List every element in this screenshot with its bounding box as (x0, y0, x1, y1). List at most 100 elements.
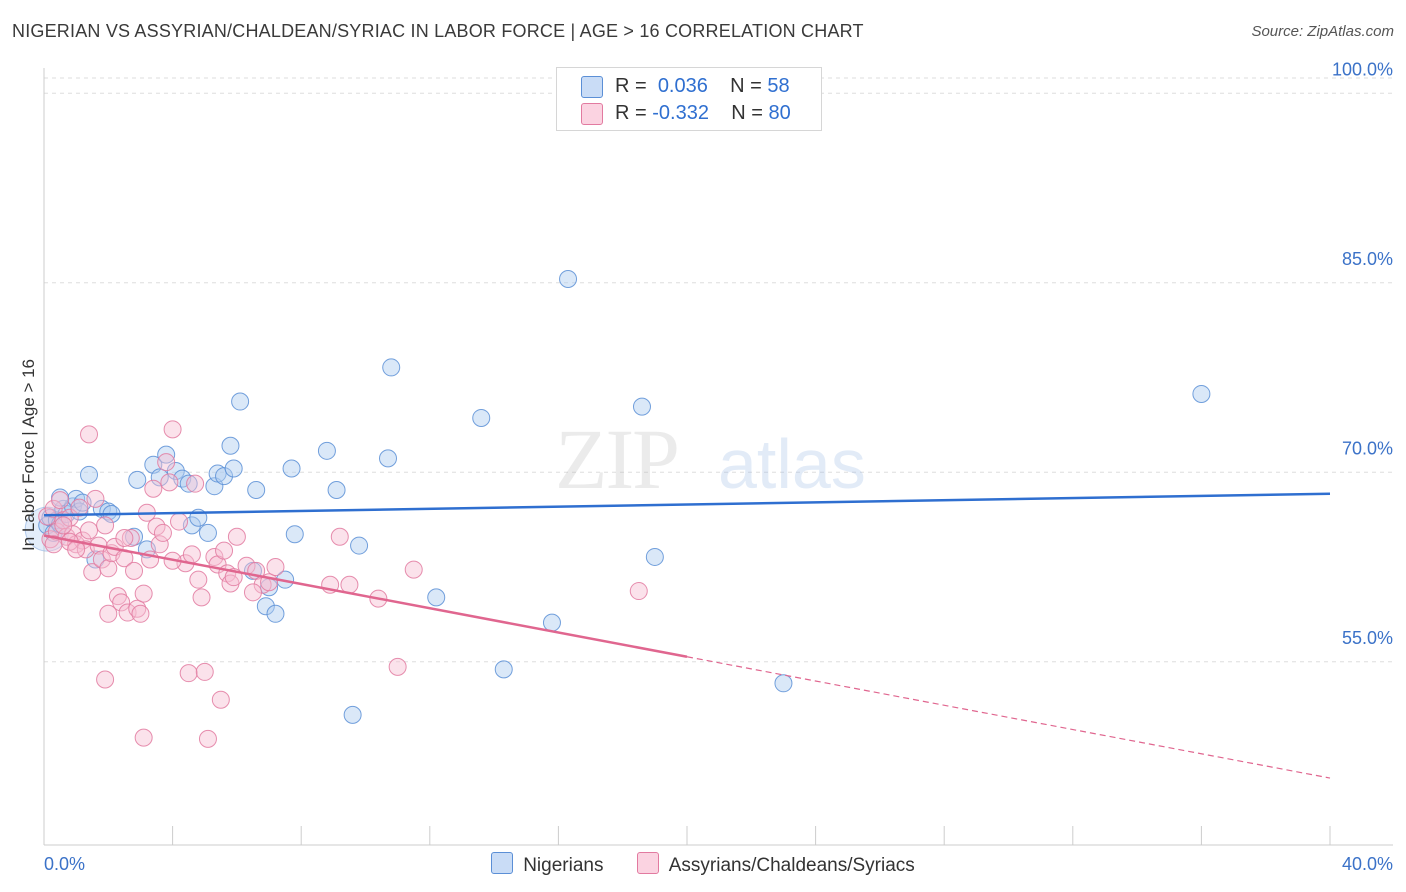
point-nigerian (179, 474, 198, 493)
point-assyrian (179, 664, 198, 683)
point-assyrian (157, 453, 176, 472)
point-assyrian (163, 420, 182, 439)
point-nigerian (774, 674, 793, 693)
legend-swatch-blue (491, 852, 514, 874)
point-assyrian (96, 516, 115, 535)
y-axis-title: In Labor Force | Age > 16 (19, 359, 38, 551)
legend-r-label: R = (615, 75, 647, 97)
point-assyrian (115, 528, 134, 547)
tick-labels: 55.0% 70.0% 85.0% 100.0% 0.0% 40.0% (44, 59, 1393, 874)
point-assyrian (170, 512, 189, 531)
point-assyrian (330, 527, 349, 546)
point-assyrian (266, 558, 285, 577)
chart-title: NIGERIAN VS ASSYRIAN/CHALDEAN/SYRIAC IN … (12, 21, 864, 41)
point-nigerian (224, 459, 243, 478)
point-assyrian (150, 535, 169, 554)
point-nigerian (128, 470, 147, 489)
legend-swatch-pink (581, 102, 603, 125)
point-nigerian (247, 480, 266, 499)
point-assyrian (192, 588, 211, 607)
legend-n-label: N = (730, 75, 762, 97)
point-nigerian (80, 465, 99, 484)
point-nigerian (645, 547, 664, 566)
point-nigerian (632, 397, 651, 416)
point-assyrian (147, 517, 166, 536)
series-legend: Nigerians Assyrians/Chaldeans/Syriacs (0, 852, 1406, 877)
legend-label-assyrians: Assyrians/Chaldeans/Syriacs (668, 855, 915, 876)
point-assyrian (189, 570, 208, 589)
legend-r-value: -0.332 (652, 102, 709, 124)
legend-item-nigerians: Nigerians (491, 852, 603, 877)
axes (43, 68, 1393, 846)
stats-legend: R = 0.036 N = 58 R = -0.332 N = 80 (556, 67, 822, 131)
legend-item-assyrians: Assyrians/Chaldeans/Syriacs (636, 852, 915, 877)
point-nigerian (427, 588, 446, 607)
trend-line-assyrians-extension (686, 656, 1331, 779)
point-assyrian (195, 662, 214, 681)
point-nigerian (559, 269, 578, 288)
point-assyrian (80, 521, 99, 540)
point-nigerian (350, 536, 369, 555)
legend-label-nigerians: Nigerians (523, 855, 604, 876)
point-assyrian (134, 584, 153, 603)
point-assyrian (131, 604, 150, 623)
point-assyrian (99, 604, 118, 623)
point-nigerian (157, 445, 176, 464)
point-assyrian (629, 582, 648, 601)
point-nigerian (494, 660, 513, 679)
point-nigerian (215, 467, 234, 486)
point-assyrian (96, 670, 115, 689)
trend-line-nigerians (43, 492, 1331, 517)
point-assyrian (153, 523, 172, 542)
point-nigerian (343, 705, 362, 724)
point-assyrian (211, 690, 230, 709)
point-assyrian (134, 728, 153, 747)
watermark: ZIP atlas (555, 411, 866, 507)
point-assyrian (112, 593, 131, 612)
point-nigerian (221, 436, 240, 455)
y-tick-label: 55.0% (1342, 628, 1393, 648)
legend-swatch-blue (581, 75, 603, 98)
point-assyrian (404, 560, 423, 579)
point-assyrian (51, 491, 70, 510)
point-assyrian (182, 545, 201, 564)
legend-r-label: R = (615, 102, 647, 124)
legend-n-label: N = (731, 102, 763, 124)
point-nigerian (472, 408, 491, 427)
point-nigerian (150, 468, 169, 487)
point-assyrian (215, 541, 234, 560)
point-assyrian (80, 425, 99, 444)
point-nigerian (256, 597, 275, 616)
point-assyrian (160, 473, 179, 492)
point-nigerian (231, 392, 250, 411)
y-tick-label: 70.0% (1342, 438, 1393, 458)
point-assyrian (92, 550, 111, 569)
point-assyrian (388, 657, 407, 676)
x-tick-label-min: 0.0% (44, 854, 85, 874)
point-nigerian (1192, 384, 1211, 403)
legend-n-value: 58 (767, 75, 790, 97)
point-assyrian (198, 729, 217, 748)
legend-row-assyrians: R = -0.332 N = 80 (581, 102, 791, 126)
trend-line-assyrians (43, 534, 688, 658)
point-assyrian (144, 479, 163, 498)
point-nigerian (282, 459, 301, 478)
x-tick-label-max: 40.0% (1342, 854, 1393, 874)
point-assyrian (118, 603, 137, 622)
legend-row-nigerians: R = 0.036 N = 58 (581, 75, 790, 99)
point-nigerian (542, 613, 561, 632)
point-assyrian (125, 561, 144, 580)
point-assyrian (70, 498, 89, 517)
point-nigerian (379, 449, 398, 468)
point-assyrian (186, 474, 205, 493)
legend-swatch-pink (636, 852, 659, 874)
point-nigerian (285, 525, 304, 544)
point-assyrian (99, 559, 118, 578)
trend-lines (43, 492, 1331, 779)
point-assyrian (243, 583, 262, 602)
point-nigerian (266, 604, 285, 623)
point-nigerian (198, 523, 217, 542)
point-assyrian (121, 528, 140, 547)
watermark-atlas: atlas (718, 425, 866, 503)
